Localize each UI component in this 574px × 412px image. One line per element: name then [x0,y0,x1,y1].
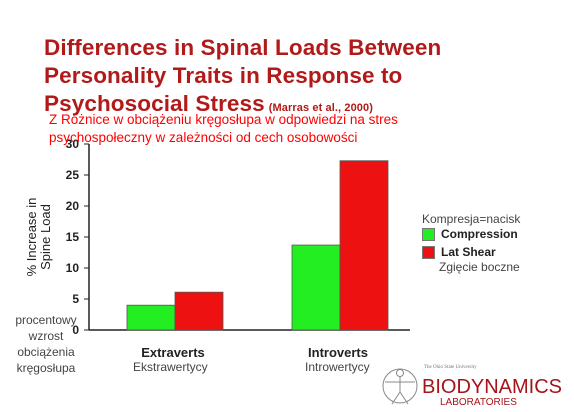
bar-introverts-compression [291,244,341,331]
y-tick-label: 20 [66,199,80,213]
y-axis-label: % Increase inSpine Load [24,198,53,277]
legend-swatch-compression [422,227,435,241]
citation: (Marras et al., 2000) [268,102,373,114]
title-line-2: Personality Traits in Response to [44,63,403,88]
slide-title: Differences in Spinal Loads Between Pers… [44,34,441,122]
logo-small-text: The Ohio State University [424,365,477,370]
vitruvian-figure-icon [382,368,418,405]
left-note-line-3: obciążenia [17,345,75,359]
bar-extraverts-compression [126,304,176,331]
y-tick-label: 10 [66,261,80,275]
y-tick-label: 25 [66,168,80,182]
overlay-line-2: psychospołeczny w zależności od cech oso… [49,130,358,145]
category-note-introverts: Introwertycy [305,360,370,374]
left-note-line-4: kręgosłupa [16,361,76,375]
legend-label-lat-shear: Lat Shear [441,245,496,259]
bar-introverts-lat-shear [339,160,389,331]
title-line-3-text: Psychosocial Stress [44,91,265,116]
y-tick-label: 0 [72,323,79,337]
left-note-line-1: procentowy [15,313,77,327]
bar-extraverts-lat-shear [174,291,224,331]
logo-line-1: BIODYNAMICS [422,376,562,398]
left-note-line-2: wzrost [28,329,64,343]
left-note: procentowy wzrost obciążenia kręgosłupa [6,312,86,376]
logo-line-2: LABORATORIES [440,397,517,408]
legend-swatch-lat-shear [422,245,435,259]
translation-overlay: Z Różnice w obciążeniu kręgosłupa w odpo… [49,111,398,147]
category-note-extraverts: Ekstrawertycy [133,360,208,374]
y-tick-label: 15 [66,230,80,244]
y-tick-label: 30 [66,137,80,151]
legend-item-compression: Compression [422,227,518,241]
legend-label-compression: Compression [441,227,518,241]
title-line-1: Differences in Spinal Loads Between [44,35,442,60]
overlay-line-1: Z Różnice w obciążeniu kręgosłupa w odpo… [49,112,398,127]
title-line-3: Psychosocial Stress (Marras et al., 2000) [44,90,441,122]
x-category-label: Extraverts [141,345,205,360]
biodynamics-logo: The Ohio State University BIODYNAMICS LA… [382,365,562,408]
x-category-label: Introverts [308,345,368,360]
legend-item-lat-shear: Lat Shear [422,245,496,259]
legend-note: Kompresja=nacisk [422,212,521,226]
y-tick-label: 5 [72,292,79,306]
lat-shear-note: Zgięcie boczne [439,260,520,274]
